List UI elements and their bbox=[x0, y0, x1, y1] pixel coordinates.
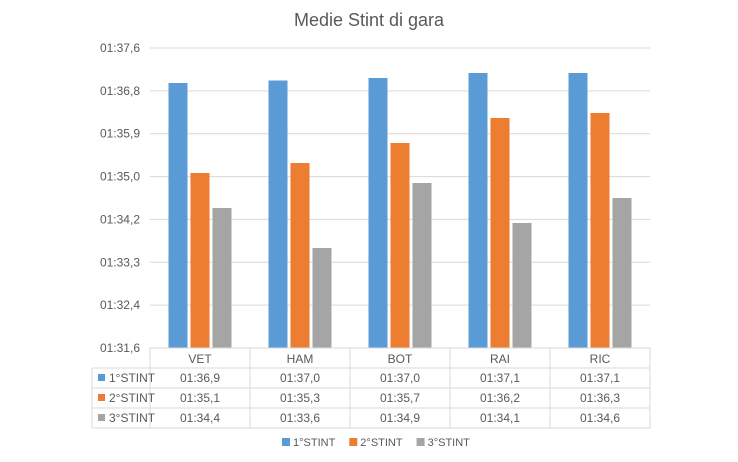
bar-vet-series-3 bbox=[212, 208, 232, 348]
bar-rai-series-2 bbox=[490, 118, 510, 348]
table-value: 01:37,1 bbox=[580, 371, 620, 385]
legend-key bbox=[282, 438, 290, 446]
y-tick-label: 01:33,3 bbox=[100, 255, 140, 269]
table-value: 01:36,3 bbox=[580, 391, 620, 405]
table-value: 01:35,3 bbox=[280, 391, 320, 405]
y-tick-label: 01:34,2 bbox=[100, 212, 140, 226]
category-label: RAI bbox=[490, 352, 510, 366]
table-value: 01:34,4 bbox=[180, 411, 220, 425]
y-tick-label: 01:36,8 bbox=[100, 84, 140, 98]
bar-vet-series-2 bbox=[190, 173, 210, 348]
bar-ham-series-2 bbox=[290, 163, 310, 348]
bars bbox=[168, 73, 632, 348]
y-tick-label: 01:35,9 bbox=[100, 127, 140, 141]
category-label: HAM bbox=[287, 352, 314, 366]
table-legend-key bbox=[98, 374, 105, 381]
bar-ric-series-3 bbox=[612, 198, 632, 348]
bar-ham-series-1 bbox=[268, 80, 288, 348]
bar-bot-series-2 bbox=[390, 143, 410, 348]
table-value: 01:34,6 bbox=[580, 411, 620, 425]
table-value: 01:37,1 bbox=[480, 371, 520, 385]
legend-key bbox=[416, 438, 425, 446]
table-series-name: 2°STINT bbox=[109, 391, 156, 405]
y-tick-label: 01:31,6 bbox=[100, 341, 140, 355]
chart-title: Medie Stint di gara bbox=[294, 10, 445, 30]
bar-ric-series-2 bbox=[590, 113, 610, 348]
table-value: 01:36,2 bbox=[480, 391, 520, 405]
category-label: VET bbox=[188, 352, 212, 366]
y-tick-label: 01:32,4 bbox=[100, 298, 140, 312]
data-table: VET HAM BOT RAI RIC 1°STINT 01:36,9 01:37,0 01:3… bbox=[91, 347, 651, 429]
table-series-name: 3°STINT bbox=[109, 411, 156, 425]
bar-bot-series-1 bbox=[368, 78, 388, 348]
table-value: 01:37,0 bbox=[380, 371, 420, 385]
category-label: RIC bbox=[590, 352, 611, 366]
bar-rai-series-3 bbox=[512, 223, 532, 348]
legend-label: 3°STINT bbox=[428, 437, 471, 449]
bar-rai-series-1 bbox=[468, 73, 488, 348]
table-legend-key bbox=[98, 414, 105, 421]
table-series-name: 1°STINT bbox=[109, 371, 156, 385]
table-value: 01:34,9 bbox=[380, 411, 420, 425]
bar-ham-series-3 bbox=[312, 248, 332, 348]
legend-label: 2°STINT bbox=[360, 437, 403, 449]
y-tick-label: 01:37,6 bbox=[100, 41, 140, 55]
table-value: 01:35,1 bbox=[180, 391, 220, 405]
legend-key bbox=[349, 438, 358, 446]
bar-ric-series-1 bbox=[568, 73, 588, 348]
category-label: BOT bbox=[388, 352, 413, 366]
table-legend-key bbox=[98, 394, 105, 401]
bar-bot-series-3 bbox=[412, 183, 432, 348]
table-value: 01:37,0 bbox=[280, 371, 320, 385]
bar-vet-series-1 bbox=[168, 83, 188, 348]
table-value: 01:34,1 bbox=[480, 411, 520, 425]
table-value: 01:33,6 bbox=[280, 411, 320, 425]
legend: 1°STINT 2°STINT 3°STINT bbox=[282, 437, 470, 449]
y-axis: 01:31,6 01:32,4 01:33,3 01:34,2 01:35,0 01:35… bbox=[100, 41, 140, 355]
y-tick-label: 01:35,0 bbox=[100, 170, 140, 184]
table-value: 01:36,9 bbox=[180, 371, 220, 385]
table-value: 01:35,7 bbox=[380, 391, 420, 405]
legend-label: 1°STINT bbox=[293, 437, 336, 449]
